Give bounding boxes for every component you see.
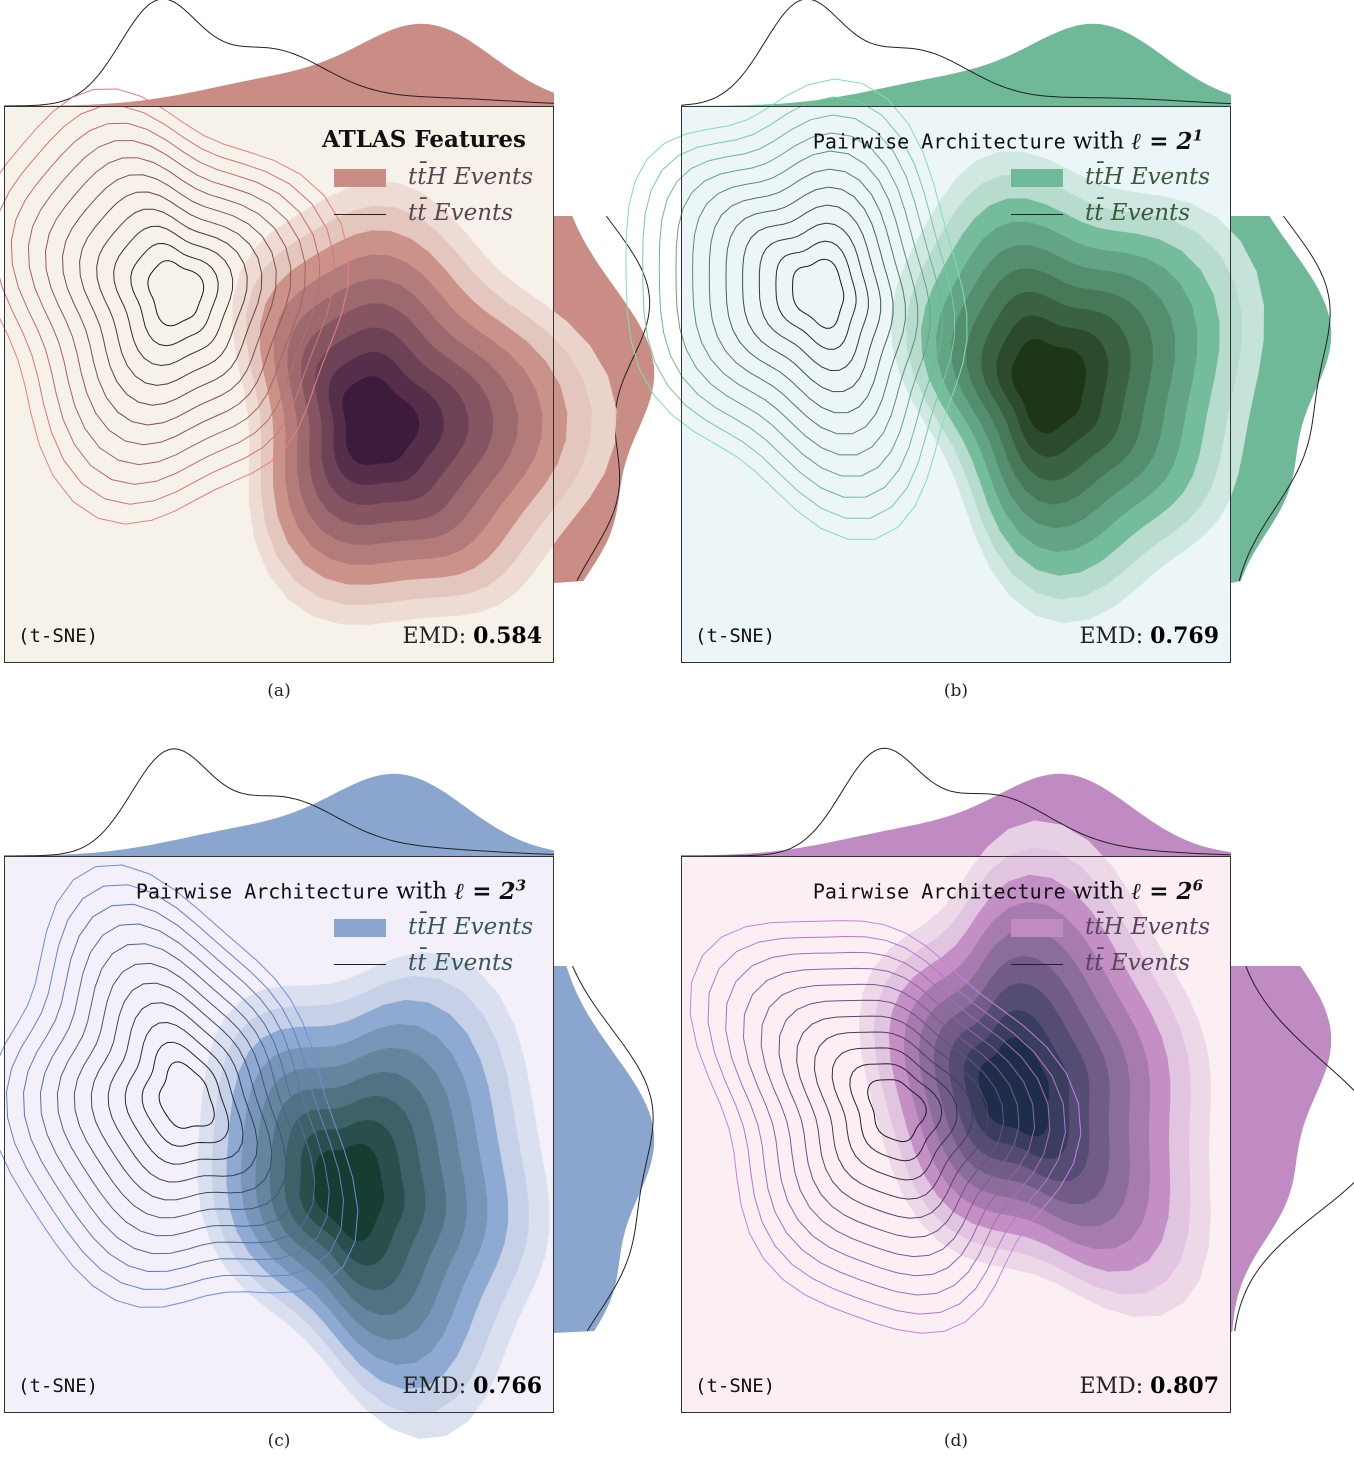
panel-title: Pairwise Architecture with ℓ = 21 [813,126,1203,155]
emd-label: EMD: [1079,624,1150,649]
legend-line-tt [334,964,386,965]
tth-right-density [554,966,654,1333]
title-math: ℓ = 23 [454,878,526,905]
legend-label-tth: tt̄H Events [1085,914,1210,940]
tth-top-density [681,774,1231,856]
title-architecture: Pairwise Architecture [813,880,1066,904]
legend-swatch-tth [1011,919,1063,937]
legend-label-tth: tt̄H Events [1085,164,1210,190]
legend-line-tt [1011,214,1063,215]
title-exponent: 1 [1193,126,1203,144]
legend-label-tt: tt̄ Events [1085,200,1190,226]
legend-label-tth: tt̄H Events [408,914,533,940]
title-exponent: 3 [516,876,526,894]
emd-score: EMD: 0.769 [1079,623,1219,649]
method-label: (t-SNE) [18,1375,98,1397]
right-marginal [554,966,654,1333]
legend-swatch-tth [334,919,386,937]
top-marginal [681,0,1231,106]
legend-label-tt: tt̄ Events [408,950,513,976]
top-marginal [4,749,554,856]
right-marginal [1231,966,1354,1333]
legend: tt̄H Events tt̄ Events [1011,914,1221,984]
emd-value: 0.584 [473,623,542,649]
title-with: with [1066,879,1132,905]
emd-label: EMD: [402,624,473,649]
legend: tt̄H Events tt̄ Events [1011,164,1221,234]
emd-score: EMD: 0.766 [402,1373,542,1399]
tth-top-density [4,24,554,106]
title-text: ATLAS Features [322,126,526,153]
legend-swatch-tth [1011,169,1063,187]
chart-panel-a: ATLAS Features tt̄H Events tt̄ Events (t-SN… [4,106,554,663]
emd-score: EMD: 0.584 [402,623,542,649]
method-label: (t-SNE) [695,625,775,647]
tth-top-density [4,774,554,856]
legend-line-tt [1011,964,1063,965]
top-marginal [4,0,554,106]
title-with: with [389,879,455,905]
panel-title: Pairwise Architecture with ℓ = 26 [813,876,1203,905]
panel-title: ATLAS Features [322,126,526,153]
title-architecture: Pairwise Architecture [136,880,389,904]
chart-panel-c: Pairwise Architecture with ℓ = 23 tt̄H Ev… [4,856,554,1413]
subfigure-caption: (a) [249,681,309,701]
title-math: ℓ = 21 [1131,128,1203,155]
tth-top-density [681,24,1231,106]
emd-value: 0.766 [473,1373,542,1399]
legend: tt̄H Events tt̄ Events [334,164,544,234]
emd-score: EMD: 0.807 [1079,1373,1219,1399]
chart-panel-d: Pairwise Architecture with ℓ = 26 tt̄H Ev… [681,856,1231,1413]
title-exponent: 6 [1193,876,1203,894]
method-label: (t-SNE) [18,625,98,647]
legend-label-tt: tt̄ Events [408,200,513,226]
subfigure-caption: (c) [249,1431,309,1451]
title-math: ℓ = 26 [1131,878,1203,905]
subfigure-caption: (b) [926,681,986,701]
top-marginal [681,748,1231,856]
subfigure-caption: (d) [926,1431,986,1451]
emd-value: 0.807 [1150,1373,1219,1399]
chart-panel-b: Pairwise Architecture with ℓ = 21 tt̄H Ev… [681,106,1231,663]
legend-label-tt: tt̄ Events [1085,950,1190,976]
legend-swatch-tth [334,169,386,187]
emd-value: 0.769 [1150,623,1219,649]
emd-label: EMD: [1079,1374,1150,1399]
title-with: with [1066,129,1132,155]
title-architecture: Pairwise Architecture [813,130,1066,154]
legend: tt̄H Events tt̄ Events [334,914,544,984]
panel-title: Pairwise Architecture with ℓ = 23 [136,876,526,905]
emd-label: EMD: [402,1374,473,1399]
method-label: (t-SNE) [695,1375,775,1397]
legend-label-tth: tt̄H Events [408,164,533,190]
legend-line-tt [334,214,386,215]
